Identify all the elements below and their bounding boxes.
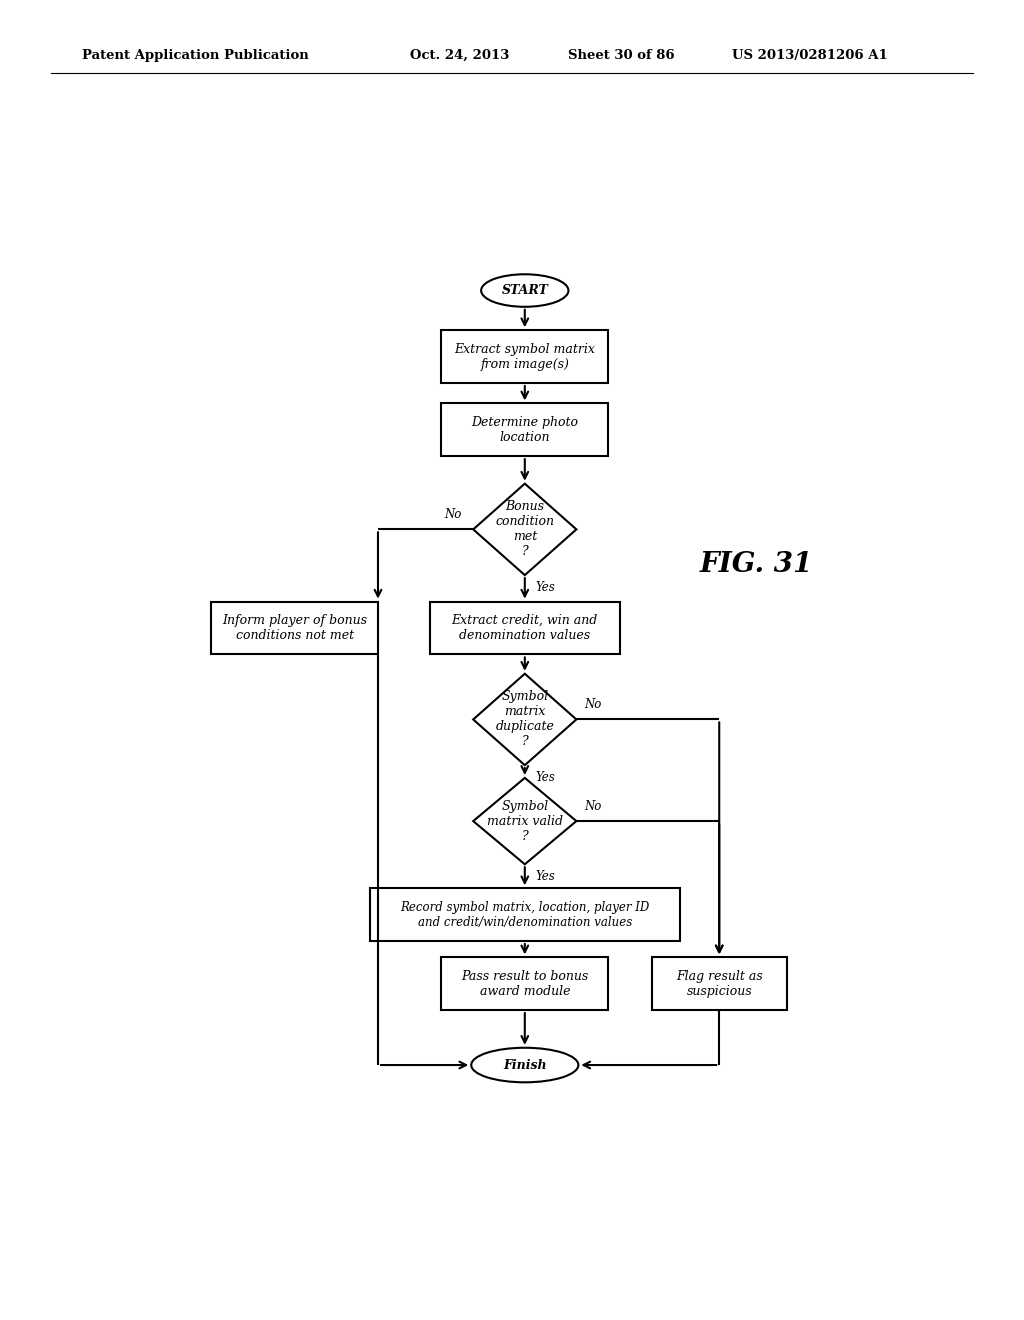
Text: No: No bbox=[585, 698, 602, 711]
Text: Record symbol matrix, location, player ID
and credit/win/denomination values: Record symbol matrix, location, player I… bbox=[400, 900, 649, 928]
Text: No: No bbox=[585, 800, 602, 813]
Text: Sheet 30 of 86: Sheet 30 of 86 bbox=[568, 49, 675, 62]
Text: Extract credit, win and
denomination values: Extract credit, win and denomination val… bbox=[452, 614, 598, 642]
Text: Extract symbol matrix
from image(s): Extract symbol matrix from image(s) bbox=[455, 343, 595, 371]
Text: Flag result as
suspicious: Flag result as suspicious bbox=[676, 970, 763, 998]
Text: Yes: Yes bbox=[536, 870, 555, 883]
Text: FIG. 31: FIG. 31 bbox=[699, 552, 813, 578]
Text: Inform player of bonus
conditions not met: Inform player of bonus conditions not me… bbox=[222, 614, 368, 642]
Text: US 2013/0281206 A1: US 2013/0281206 A1 bbox=[732, 49, 888, 62]
Text: Oct. 24, 2013: Oct. 24, 2013 bbox=[410, 49, 509, 62]
Text: Yes: Yes bbox=[536, 771, 555, 784]
Text: Yes: Yes bbox=[536, 581, 555, 594]
Text: START: START bbox=[502, 284, 548, 297]
Text: Symbol
matrix valid
?: Symbol matrix valid ? bbox=[486, 800, 563, 842]
Text: Determine photo
location: Determine photo location bbox=[471, 416, 579, 444]
Text: Symbol
matrix
duplicate
?: Symbol matrix duplicate ? bbox=[496, 690, 554, 748]
Text: Bonus
condition
met
?: Bonus condition met ? bbox=[496, 500, 554, 558]
Text: No: No bbox=[444, 508, 461, 521]
Text: Pass result to bonus
award module: Pass result to bonus award module bbox=[461, 970, 589, 998]
Text: Finish: Finish bbox=[503, 1059, 547, 1072]
Text: Patent Application Publication: Patent Application Publication bbox=[82, 49, 308, 62]
